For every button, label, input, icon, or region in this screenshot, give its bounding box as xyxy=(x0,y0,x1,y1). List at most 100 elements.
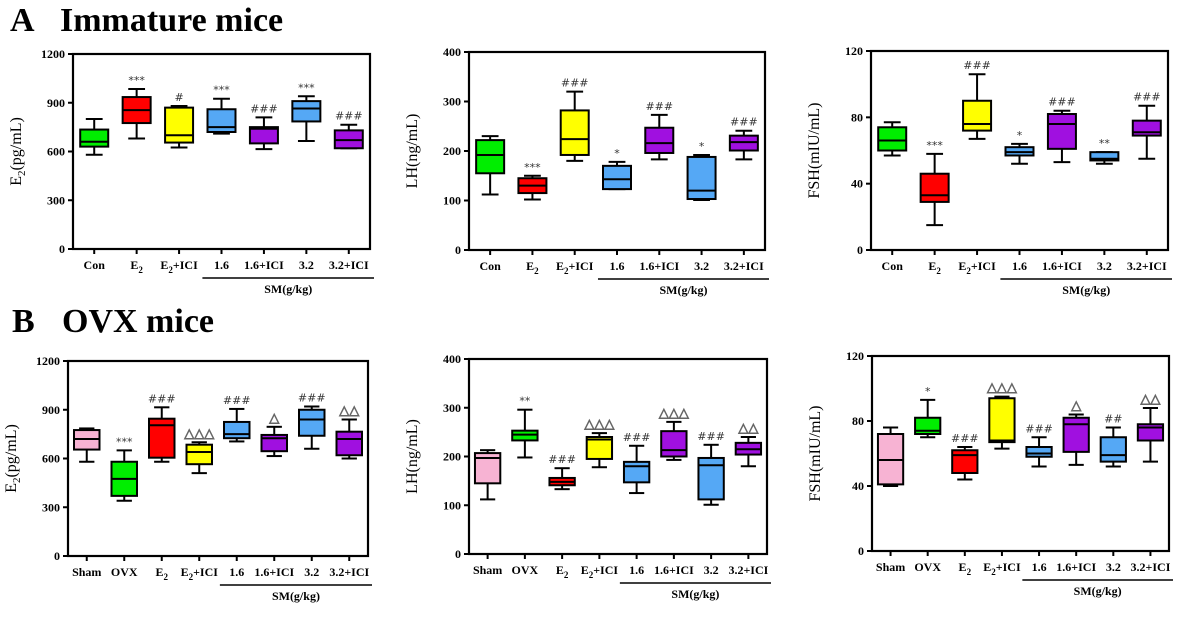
y-tick-label: 120 xyxy=(845,44,863,58)
y-tick-label: 1200 xyxy=(36,354,60,368)
group-label: SM(g/kg) xyxy=(1062,283,1110,297)
section-letter: A xyxy=(10,2,35,39)
section-title-b: B OVX mice xyxy=(12,305,214,339)
box-5: △△△ xyxy=(658,405,689,461)
box-6: ### xyxy=(697,430,725,506)
plot-frame xyxy=(467,357,769,556)
x-tick-label: 1.6 xyxy=(229,565,244,579)
plot-frame xyxy=(66,359,370,558)
y-tick-label: 0 xyxy=(455,547,461,561)
x-tick-label: 1.6+ICI xyxy=(1042,259,1082,273)
significance-mark: ### xyxy=(730,116,758,129)
box-0 xyxy=(876,426,905,487)
plot-frame xyxy=(870,354,1171,553)
box-1: *** xyxy=(919,139,950,227)
x-tick-label: E2 xyxy=(526,259,539,276)
x-tick-label: 1.6 xyxy=(1032,560,1047,574)
y-tick-label: 200 xyxy=(443,144,461,158)
significance-mark: ### xyxy=(1025,422,1053,435)
x-tick-label: E2 xyxy=(155,565,168,582)
group-label: SM(g/kg) xyxy=(264,282,312,296)
box-3: △△△ xyxy=(184,426,215,475)
significance-mark: △ xyxy=(269,411,279,426)
y-tick-label: 0 xyxy=(857,243,863,257)
significance-mark: ### xyxy=(645,100,673,113)
x-tick-label: 3.2 xyxy=(304,565,319,579)
box-2: ### xyxy=(559,77,590,162)
chart-a-fsh: 0 40 80 120 FSH(mIU/mL) Con E2 E2+ICI 1.6 1.6+ICI… xyxy=(806,44,1172,297)
box-iqr xyxy=(475,139,506,175)
box-iqr xyxy=(1131,119,1162,137)
box-0 xyxy=(475,135,506,196)
box-iqr xyxy=(1099,436,1127,463)
box-7: △△ xyxy=(1136,392,1165,463)
x-tick-label: E2 xyxy=(959,560,972,577)
x-tick-label: E2+ICI xyxy=(160,258,198,275)
y-axis-label: E2(pg/mL) xyxy=(8,117,28,186)
significance-mark: ### xyxy=(1133,91,1161,104)
box-iqr xyxy=(697,456,725,501)
x-tick-label: 3.2+ICI xyxy=(1127,259,1167,273)
box-1: *** xyxy=(110,435,138,502)
significance-mark: ### xyxy=(250,102,278,115)
box-4: ### xyxy=(623,431,651,495)
box-iqr xyxy=(248,126,279,145)
y-tick-label: 1200 xyxy=(41,47,65,61)
significance-mark: ** xyxy=(1099,137,1111,150)
y-tick-label: 300 xyxy=(42,500,60,514)
x-tick-label: Sham xyxy=(876,560,905,574)
significance-mark: # xyxy=(174,91,183,104)
box-7: △△ xyxy=(734,421,763,468)
significance-mark: △ xyxy=(1071,399,1081,414)
significance-mark: * xyxy=(1017,129,1023,142)
x-tick-label: 3.2 xyxy=(694,259,709,273)
chart-b-e2: 0 300 600 900 1200 E2(pg/mL) Sham OVX E2 E2+ICI 1.… xyxy=(3,354,372,603)
box-iqr xyxy=(164,106,195,144)
significance-mark: *** xyxy=(926,139,943,152)
significance-mark: △△ xyxy=(339,404,359,419)
box-1: ** xyxy=(511,395,539,459)
x-tick-label: 1.6+ICI xyxy=(1056,560,1096,574)
box-iqr xyxy=(585,436,614,460)
significance-mark: * xyxy=(699,140,705,153)
y-tick-label: 300 xyxy=(443,95,461,109)
box-iqr xyxy=(877,126,908,152)
group-label: SM(g/kg) xyxy=(671,587,719,601)
box-4: ### xyxy=(1046,96,1077,164)
y-tick-label: 80 xyxy=(852,414,864,428)
box-iqr xyxy=(988,397,1016,444)
x-tick-label: 3.2+ICI xyxy=(724,259,764,273)
y-tick-label: 0 xyxy=(59,242,65,256)
x-tick-label: 1.6 xyxy=(610,259,625,273)
significance-mark: * xyxy=(925,385,931,398)
significance-mark: ### xyxy=(623,431,651,444)
box-iqr xyxy=(335,430,363,457)
x-tick-label: 1.6+ICI xyxy=(244,258,284,272)
box-iqr xyxy=(602,164,632,191)
x-tick-label: 3.2+ICI xyxy=(728,563,768,577)
x-tick-label: 3.2+ICI xyxy=(329,258,369,272)
significance-mark: △△△ xyxy=(584,417,614,432)
x-tick-label: Sham xyxy=(473,563,502,577)
y-tick-label: 100 xyxy=(443,194,461,208)
box-6: ## xyxy=(1099,413,1127,468)
box-iqr xyxy=(298,408,326,437)
box-2: ### xyxy=(951,432,979,481)
y-tick-label: 0 xyxy=(54,549,60,563)
x-tick-label: Con xyxy=(84,258,106,272)
y-tick-label: 400 xyxy=(443,352,461,366)
box-iqr xyxy=(185,443,213,466)
box-iqr xyxy=(559,109,590,156)
box-iqr xyxy=(962,99,993,132)
significance-mark: ### xyxy=(697,430,725,443)
chart-b-fsh: 0 40 80 120 FSH(mIU/mL) Sham OVX E2 E2+ICI 1.6 1.6… xyxy=(807,349,1173,598)
significance-mark: ** xyxy=(519,395,531,408)
box-6: ### xyxy=(298,392,326,450)
y-tick-label: 200 xyxy=(443,450,461,464)
significance-mark: ### xyxy=(561,77,589,90)
y-tick-label: 600 xyxy=(42,452,60,466)
significance-mark: ## xyxy=(1104,413,1122,426)
box-0 xyxy=(473,449,502,501)
box-iqr xyxy=(291,100,322,123)
x-tick-label: E2 xyxy=(556,563,569,580)
